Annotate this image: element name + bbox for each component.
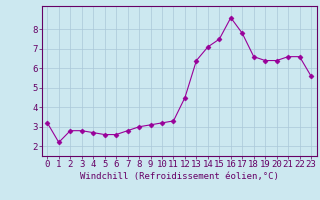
X-axis label: Windchill (Refroidissement éolien,°C): Windchill (Refroidissement éolien,°C)	[80, 172, 279, 181]
